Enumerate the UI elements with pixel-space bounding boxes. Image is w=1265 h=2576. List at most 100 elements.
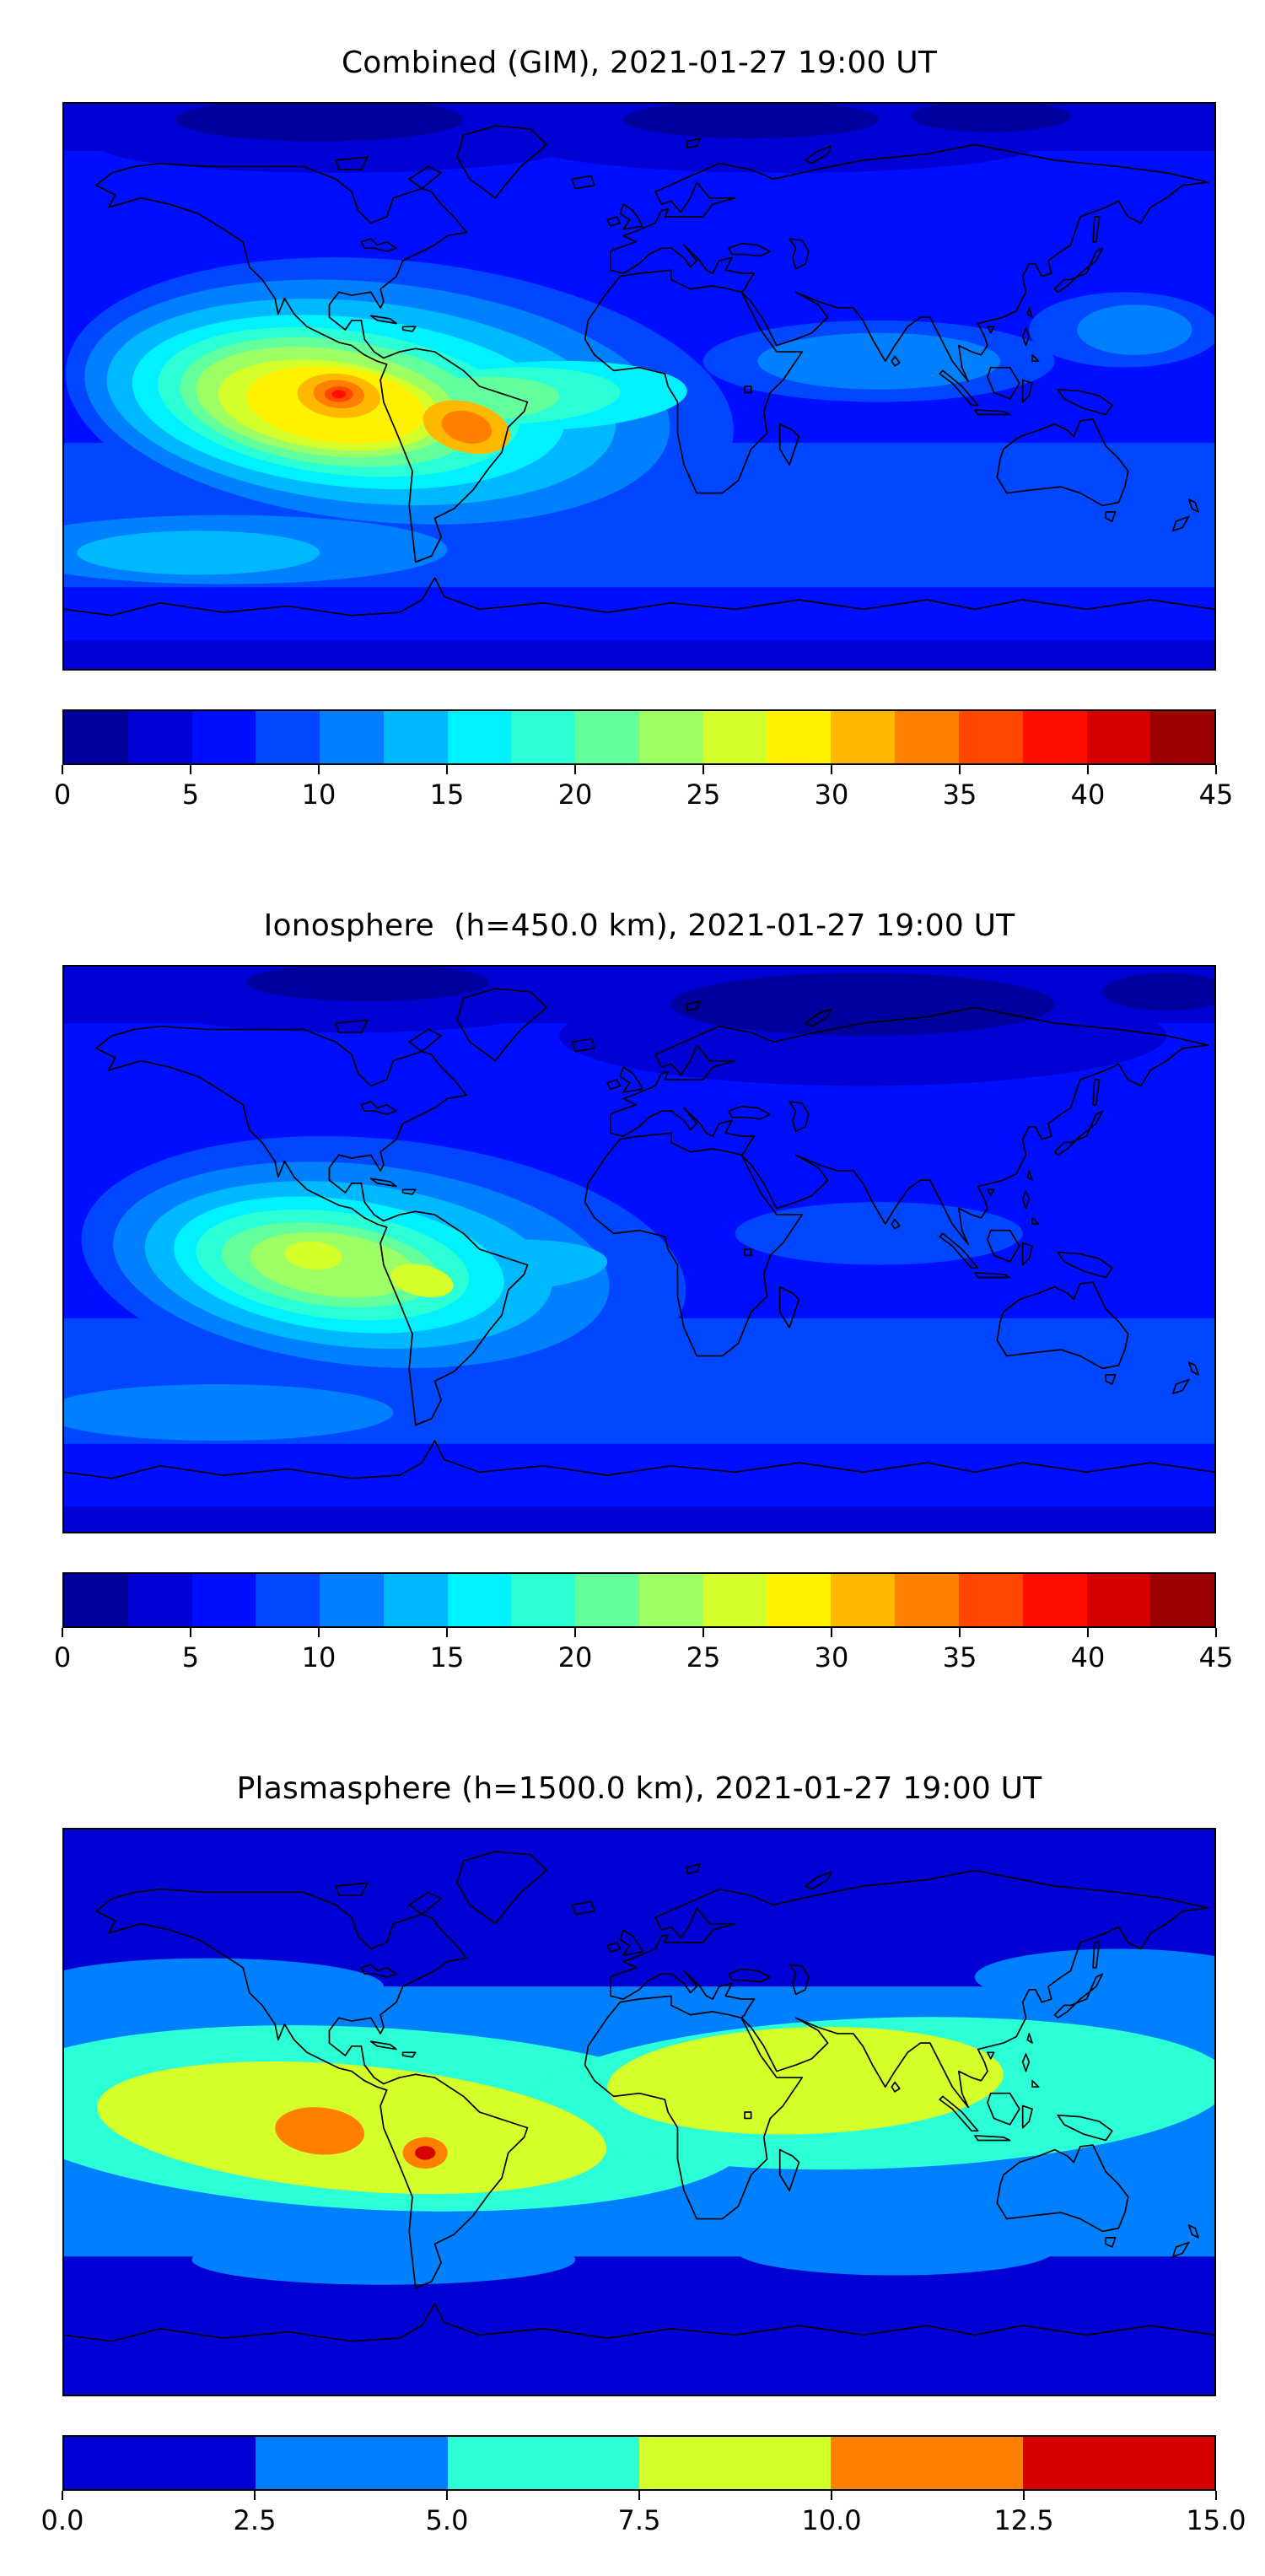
colorbar-tick-label: 25 (686, 1641, 721, 1673)
coastline-taiwan-hainan (987, 1170, 1033, 1197)
contour-band (623, 104, 880, 138)
colorbar-tick-label: 30 (814, 779, 849, 811)
coastlines (64, 125, 1214, 617)
coastline-britain (619, 1929, 643, 1956)
coastline-britain (619, 203, 643, 230)
coastline-japan (1053, 247, 1104, 294)
colorbar-segment (511, 711, 576, 763)
colorbar-segment (1086, 1574, 1151, 1626)
colorbar-tick-mark (959, 1628, 961, 1637)
contour-map-combined (64, 104, 1214, 669)
colorbar-segment (191, 711, 256, 763)
colorbar-segment (191, 1574, 256, 1626)
colorbar-tick-label: 7.5 (617, 2504, 661, 2536)
colorbar-ticks-ionosphere: 0 5 10 15 20 25 30 35 40 45 (54, 1628, 1233, 1689)
coastline-java (973, 409, 1011, 416)
coastline-sulawesi (1021, 379, 1033, 403)
colorbar-tick-label: 10 (301, 1641, 336, 1673)
colorbar-segment (383, 1574, 448, 1626)
coastline-sakhalin (1092, 216, 1101, 243)
colorbar-segment (64, 1574, 128, 1626)
coastline-africa (584, 1132, 804, 1357)
coastline-cuba (369, 315, 397, 325)
coastline-borneo (987, 1229, 1020, 1263)
colorbar-segment (447, 1574, 512, 1626)
colorbar-tick-mark (831, 1628, 832, 1637)
coastline-eurasia (610, 1006, 1209, 1246)
contour-band (735, 1202, 1023, 1265)
panel-ionosphere: Ionosphere (h=450.0 km), 2021-01-27 19:0… (54, 908, 1234, 1689)
colorbar-segment (895, 711, 959, 763)
contour-map-plasmasphere (64, 1830, 1214, 2395)
colorbar-tick-mark (1215, 1628, 1217, 1637)
coastline-lakes (360, 238, 752, 394)
contour-band (284, 1241, 342, 1270)
coastline-iceland (571, 175, 595, 190)
coastline-new-guinea (1057, 1251, 1113, 1279)
coastline-australia (996, 418, 1129, 507)
colorbar-segment (958, 711, 1023, 763)
colorbar-segment (638, 2437, 832, 2489)
colorbar-segment (702, 1574, 767, 1626)
colorbar-segment (1086, 711, 1151, 763)
colorbar-segment (383, 711, 448, 763)
colorbar-tick-mark (189, 1628, 191, 1637)
colorbar-tick-mark (573, 765, 576, 774)
coastline-borneo (987, 366, 1020, 400)
coastline-cuba (369, 2040, 397, 2051)
coastline-madagascar (778, 423, 800, 466)
colorbar-segment (127, 711, 192, 763)
colorbar-tick-label: 15 (429, 779, 465, 811)
contour-band (275, 2107, 365, 2155)
coastline-sulawesi (1021, 1242, 1033, 1266)
colorbar-tick-label: 40 (1070, 1641, 1106, 1673)
colorbar-tick-label: 20 (557, 1641, 593, 1673)
coastline-new-guinea (1057, 2114, 1113, 2142)
coastline-black-sea (728, 1105, 772, 1120)
contour-band (735, 2225, 1055, 2276)
coastline-americas (95, 1025, 529, 1426)
map-plasmasphere (62, 1828, 1216, 2396)
coastline-new-guinea (1057, 388, 1113, 416)
colorbar-tick-mark (254, 2491, 256, 2500)
coastline-greenland (456, 1851, 547, 1925)
colorbar-segment (64, 2437, 256, 2489)
coastline-ireland (606, 1942, 622, 1954)
colorbar-tick-mark (702, 1628, 704, 1637)
colorbar-segment (575, 1574, 640, 1626)
coastline-antarctica (64, 1440, 1214, 1479)
colorbar-tick-mark (1215, 2491, 1217, 2500)
coastline-japan (1053, 1110, 1104, 1156)
colorbar-segment (702, 711, 767, 763)
coastline-philippines (1021, 1190, 1040, 1226)
colorbar-segment (447, 2437, 639, 2489)
coastline-japan (1053, 1973, 1104, 2019)
coastline-arctic-islands (335, 1863, 832, 1916)
colorbar-tick-label: 5 (181, 779, 200, 811)
panel-plasmasphere: Plasmasphere (h=1500.0 km), 2021-01-27 1… (41, 1771, 1246, 2552)
colorbar-tick-label: 12.5 (993, 2504, 1054, 2536)
map-ionosphere (62, 965, 1216, 1533)
coastline-new-zealand (1171, 2224, 1199, 2258)
colorbar-tick-label: 45 (1198, 779, 1234, 811)
coastline-ireland (606, 1079, 622, 1091)
coastline-black-sea (728, 242, 772, 257)
colorbar-tick-mark (62, 1628, 63, 1637)
coastline-lakes (360, 1964, 752, 2120)
coastline-iceland (571, 1037, 595, 1053)
colorbar-tick-mark (189, 765, 191, 774)
colorbar-tick-mark (446, 1628, 448, 1637)
coastline-africa (584, 1995, 804, 2220)
colorbar-tick-label: 0 (53, 779, 72, 811)
colorbar-tick-label: 10.0 (801, 2504, 862, 2536)
coastline-tasmania (1105, 1374, 1117, 1385)
colorbar-segment (767, 711, 832, 763)
panel-combined: Combined (GIM), 2021-01-27 19:00 UT (54, 46, 1234, 826)
colorbar-segment (831, 2437, 1023, 2489)
coastline-caspian-sea (789, 1101, 810, 1133)
contour-band (415, 2146, 436, 2160)
panel-title-plasmasphere: Plasmasphere (h=1500.0 km), 2021-01-27 1… (236, 1771, 1042, 1806)
colorbar-segment (256, 2437, 448, 2489)
colorbar-tick-mark (446, 2491, 448, 2500)
map-combined (62, 102, 1216, 671)
